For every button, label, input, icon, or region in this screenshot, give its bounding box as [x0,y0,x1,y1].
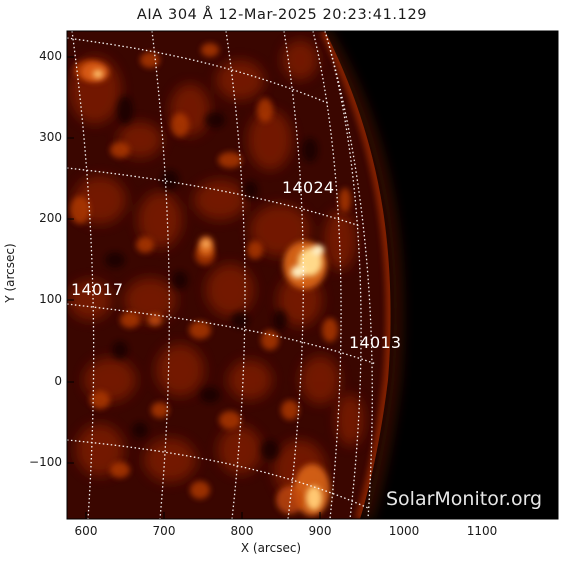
longitude-line [324,31,373,519]
longitude-line [324,31,362,519]
y-tick-marks [67,56,74,464]
mottle-layer [68,40,364,500]
latitude-line [67,167,361,227]
x-tick-label: 1000 [388,524,420,538]
longitude-line [283,31,304,519]
active-region-label-14017: 14017 [71,280,124,299]
solarmonitor-watermark: SolarMonitor.org [386,488,543,510]
chromosphere-texture [68,31,391,519]
longitude-line [71,31,95,519]
longitude-line [225,31,246,519]
latitude-line [67,37,331,105]
x-tick-label: 900 [308,524,332,538]
y-tick-label: 400 [39,49,62,63]
dark-channels [105,96,318,460]
longitude-line [151,31,170,519]
bright-kernels [93,70,324,510]
y-tick-label: 200 [39,211,62,225]
plot-frame [66,30,559,520]
limb-brightening [320,31,391,519]
figure-title: AIA 304 Å 12-Mar-2025 20:23:41.129 [136,7,428,23]
latitude-line [67,303,377,365]
active-region-label-14013: 14013 [349,333,402,352]
x-axis-label: X (arcsec) [240,541,302,555]
longitude-line [312,31,342,519]
solar-disk-group [67,31,403,519]
latitude-line [67,439,369,509]
x-tick-marks [85,512,477,519]
x-tick-label: 1100 [466,524,498,538]
x-tick-label: 800 [230,524,254,538]
y-tick-label: 100 [39,292,62,306]
heliographic-grid [67,31,377,519]
y-axis-label: Y (arcsec) [3,243,17,303]
active-region-label-14024: 14024 [282,178,335,197]
off-limb-haze [316,31,403,519]
x-tick-label: 600 [74,524,98,538]
y-tick-label: −100 [29,455,62,469]
y-tick-label: 300 [39,130,62,144]
y-tick-label: 0 [54,374,62,388]
network-layer [70,43,351,499]
x-tick-label: 700 [152,524,176,538]
